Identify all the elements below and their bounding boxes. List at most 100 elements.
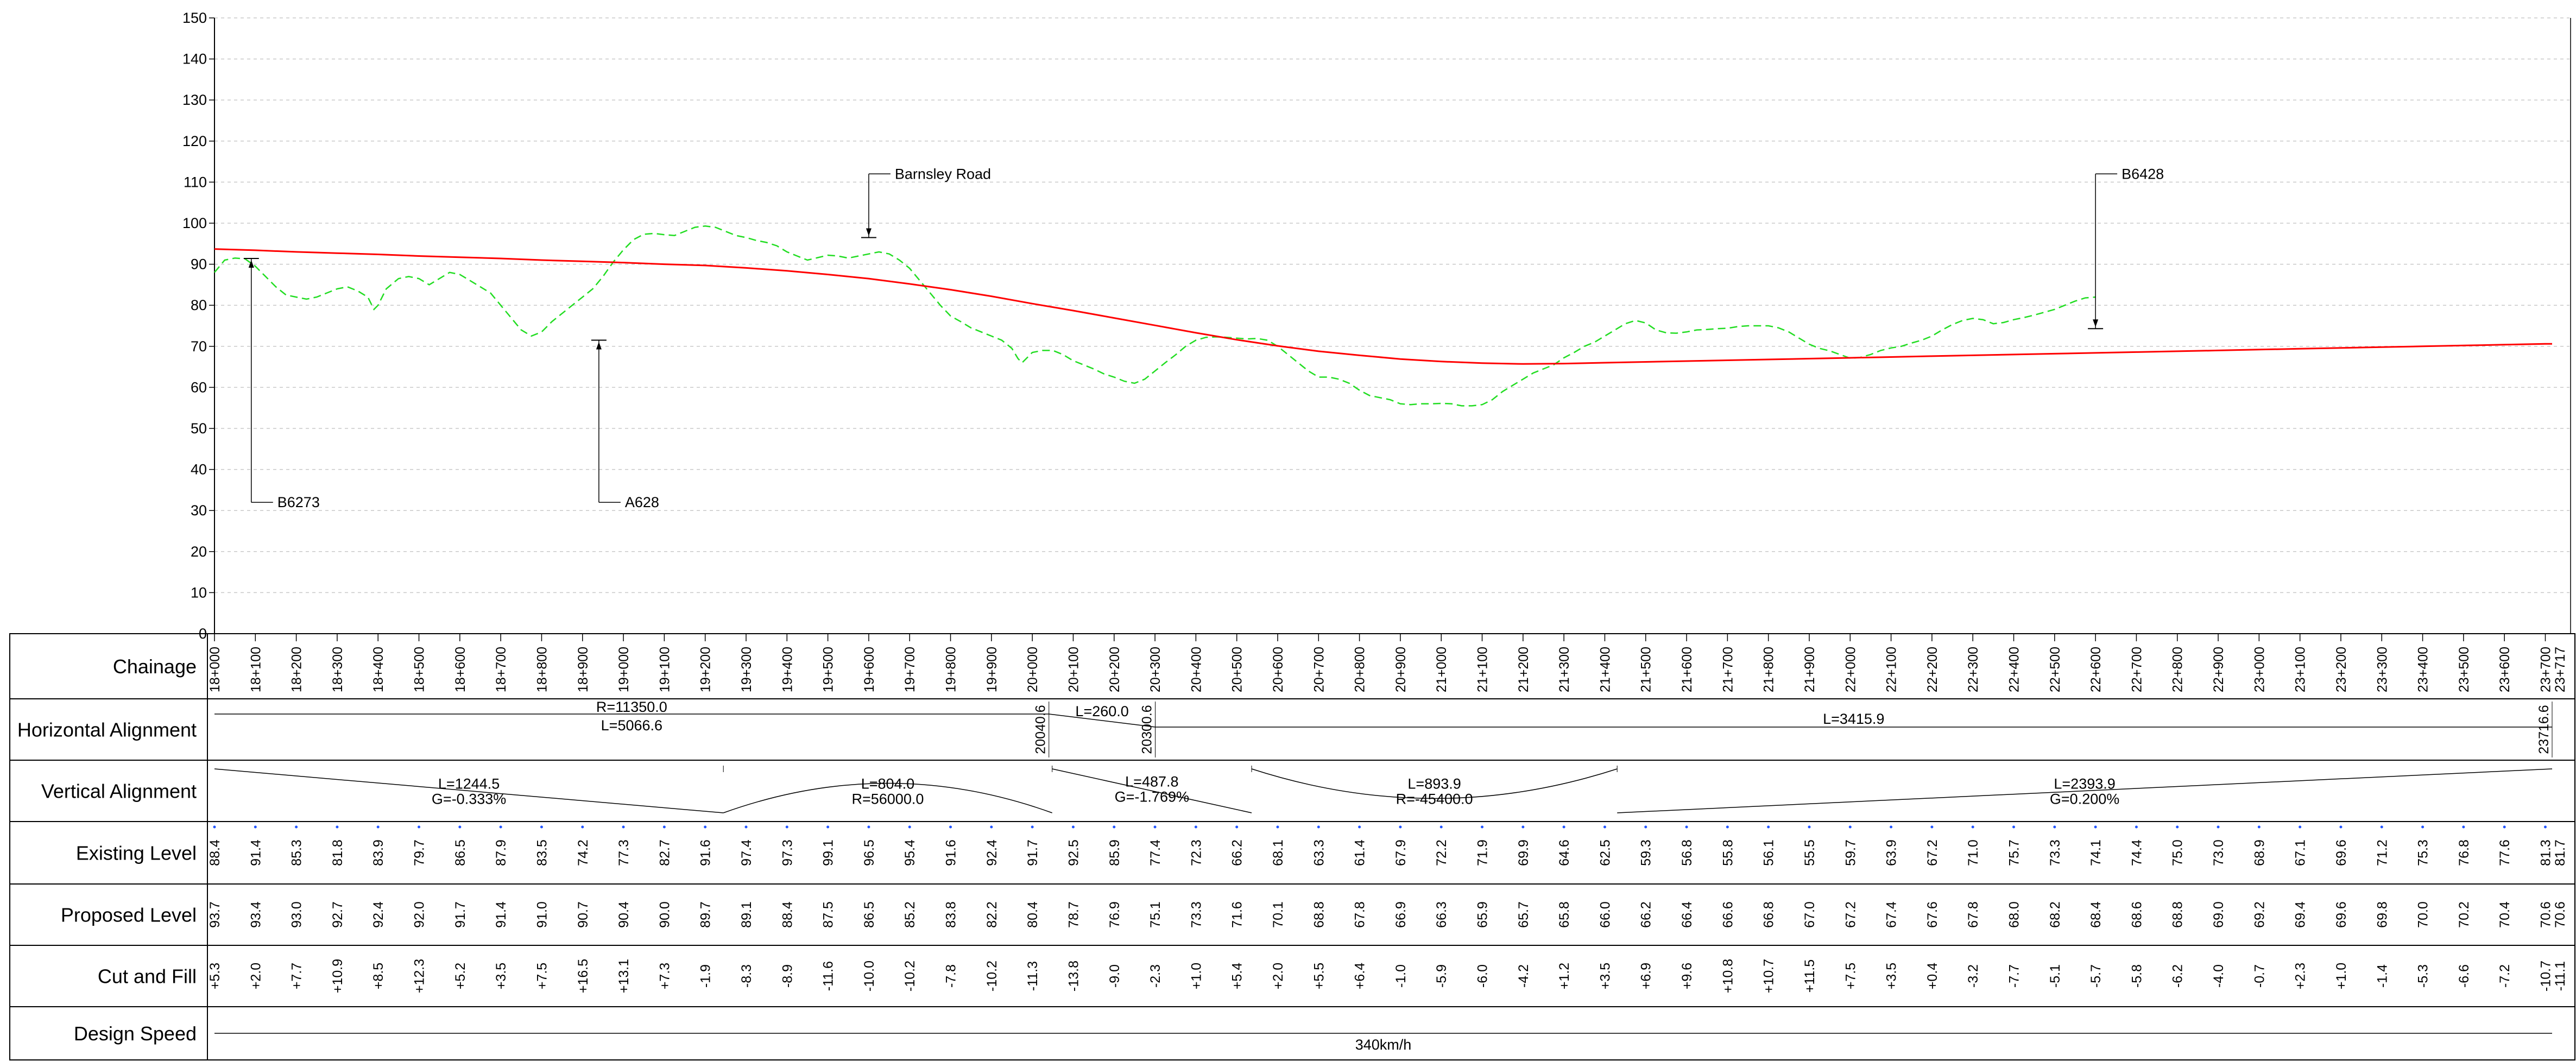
existing-level-marker [2217,825,2220,829]
existing-level-value: 77.3 [616,839,632,866]
existing-level-value: 59.3 [1639,839,1654,866]
cut-fill-value: -1.0 [1393,964,1409,988]
cut-fill-value: -2.3 [1148,964,1163,988]
existing-level-marker [1113,825,1116,829]
proposed-level-value: 69.4 [2293,901,2308,928]
cut-fill-value: +7.3 [657,963,672,989]
chainage-label: 19+000 [616,647,632,692]
cut-fill-value: +5.2 [453,963,468,989]
existing-level-marker [1153,825,1157,829]
chainage-label: 23+600 [2497,647,2512,692]
chainage-label: 21+600 [1680,647,1695,692]
proposed-level-value: 75.1 [1148,901,1163,928]
cut-fill-value: -8.3 [739,964,754,988]
chainage-label: 19+200 [698,647,714,692]
y-tick-label: 70 [191,338,207,355]
proposed-level-value: 88.4 [780,901,795,928]
existing-level-value: 55.5 [1802,839,1817,866]
proposed-level-value: 86.5 [862,901,877,928]
existing-level-value: 96.5 [862,839,877,866]
existing-level-marker [1399,825,1402,829]
cut-fill-value: +6.4 [1353,963,1368,989]
cut-fill-value: +5.4 [1230,963,1245,989]
proposed-level-value: 70.1 [1271,901,1286,928]
v-grade-1-length: L=1244.5 [438,776,500,792]
existing-level-value: 71.9 [1475,839,1491,866]
existing-level-value: 92.4 [984,839,1000,866]
proposed-level-value: 65.7 [1516,901,1531,928]
existing-level-value: 75.0 [2170,839,2186,866]
chainage-label: 22+000 [1843,647,1858,692]
existing-level-value: 64.6 [1557,839,1572,866]
existing-level-marker [2462,825,2465,829]
proposed-level-value: 66.4 [1680,901,1695,928]
proposed-level-value: 71.6 [1230,901,1245,928]
existing-level-marker [213,825,216,829]
cut-fill-value: -5.7 [2088,964,2104,988]
h-curve-length: L=5066.6 [601,717,662,734]
proposed-level-value: 65.8 [1557,901,1572,928]
existing-level-marker [2543,825,2547,829]
proposed-level-value: 73.3 [1189,901,1204,928]
y-tick-label: 90 [191,256,207,273]
cut-fill-value: +16.5 [576,959,591,993]
v-sag-length: L=804.0 [861,776,914,792]
existing-level-marker [908,825,911,829]
existing-level-marker [254,825,257,829]
proposed-level-value: 68.0 [2007,901,2022,928]
row-label-chainage: Chainage [113,655,197,678]
existing-level-value: 74.2 [576,839,591,866]
chainage-label: 22+200 [1925,647,1940,692]
proposed-level-value: 92.4 [371,901,386,928]
proposed-level-value: 90.0 [657,901,672,928]
proposed-level-value: 68.6 [2129,901,2144,928]
existing-level-marker [1971,825,1974,829]
cut-fill-value: -10.2 [984,961,1000,991]
existing-level-marker [704,825,707,829]
callout-label: B6428 [2122,166,2164,182]
proposed-level-value: 67.0 [1802,901,1817,928]
cut-fill-value: -5.3 [2416,964,2431,988]
proposed-level-value: 67.8 [1353,901,1368,928]
existing-level-value: 95.4 [902,839,918,866]
cut-fill-value: +2.3 [2293,963,2308,989]
chainage-label: 20+500 [1230,647,1245,692]
cut-fill-value: +7.7 [289,963,305,989]
y-tick-label: 80 [191,297,207,313]
proposed-level-value: 67.2 [1843,901,1858,928]
proposed-level-value: 80.4 [1025,901,1040,928]
callout-label: A628 [625,494,659,510]
chainage-label: 22+600 [2088,647,2104,692]
cut-fill-value: -11.3 [1025,961,1040,991]
chainage-label: 19+600 [862,647,877,692]
chainage-label: 20+700 [1311,647,1327,692]
cut-fill-value: -6.6 [2457,964,2472,988]
existing-level-marker [2176,825,2179,829]
existing-level-value: 85.3 [289,839,305,866]
cut-fill-value: +7.5 [1843,963,1858,989]
h-straight-length: L=3415.9 [1823,711,1884,727]
row-label-proposed-level: Proposed Level [61,904,197,926]
proposed-level-value: 70.6 [2538,901,2553,928]
chainage-label: 21+200 [1516,647,1531,692]
existing-level-marker [2299,825,2302,829]
chainage-label: 23+500 [2457,647,2472,692]
cut-fill-value: +3.5 [1598,963,1613,989]
proposed-level-value: 70.2 [2457,901,2472,928]
existing-level-value: 76.8 [2457,839,2472,866]
callout-label: Barnsley Road [895,166,991,182]
proposed-level-end: 70.6 [2553,901,2568,928]
h-point-2: 20300.6 [1140,705,1155,754]
row-label-cut-and-fill: Cut and Fill [98,965,197,988]
chainage-label: 23+000 [2252,647,2267,692]
existing-level-marker [662,825,666,829]
y-tick-label: 140 [182,51,207,67]
proposed-level-value: 91.0 [534,901,550,928]
v-sag-curve [723,782,1052,813]
existing-level-marker [1521,825,1525,829]
existing-level-marker [1890,825,1893,829]
v-grade-3-length: L=2393.9 [2054,776,2115,792]
cut-fill-value: +10.7 [1761,959,1777,993]
v-grade-2 [1052,768,1252,813]
